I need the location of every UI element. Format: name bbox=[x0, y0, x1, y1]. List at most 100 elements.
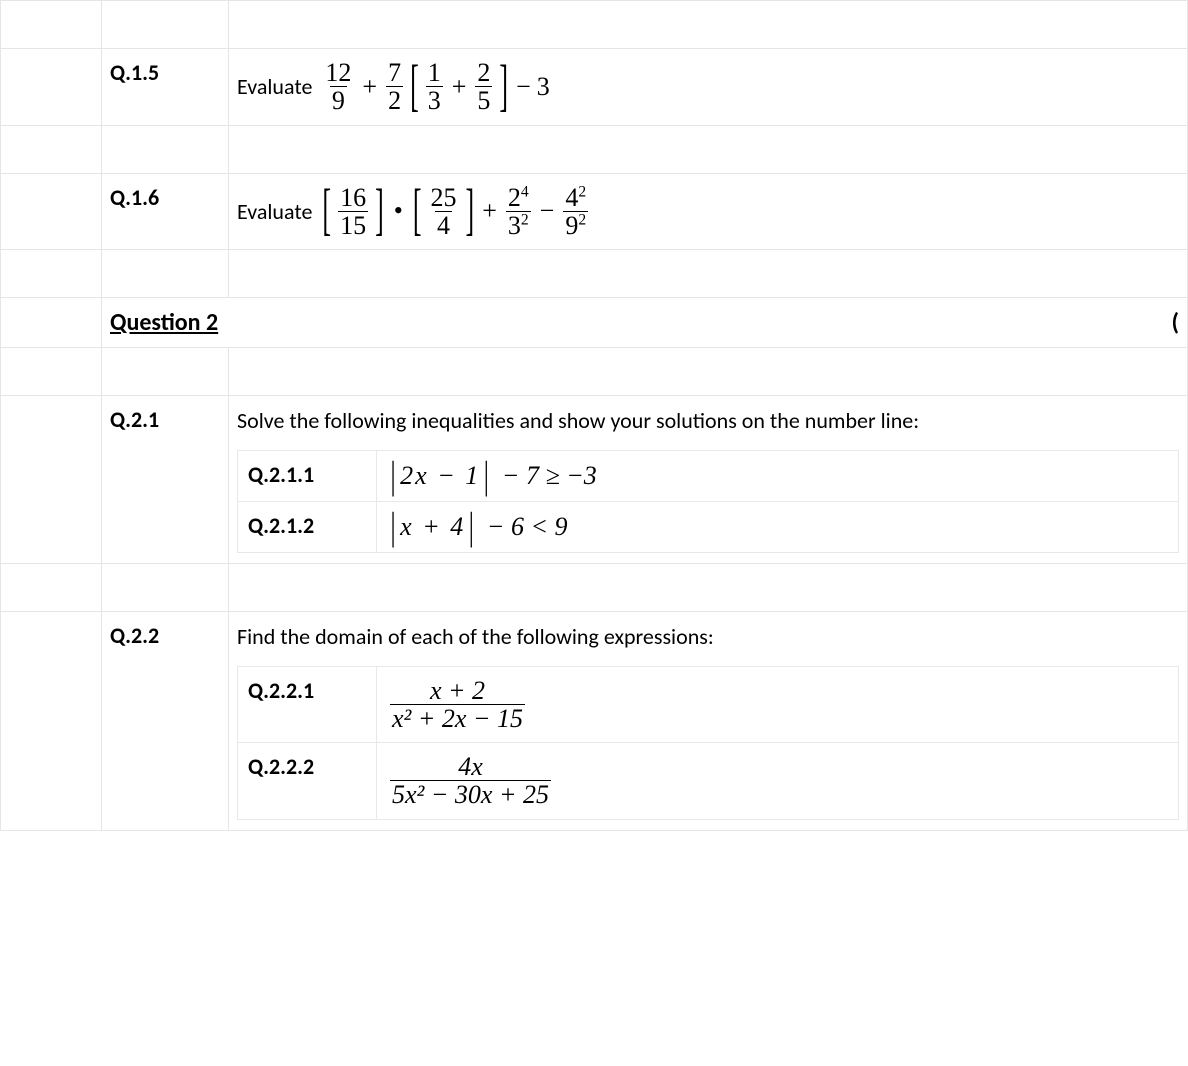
fraction: 1 3 bbox=[426, 59, 443, 115]
bracket-right-icon: ] bbox=[499, 54, 508, 120]
math-expression: Evaluate [ 16 15 ] • [ 25 4 ] + 24 32 bbox=[237, 184, 591, 240]
operator: + bbox=[482, 196, 497, 226]
table-row: Q.2.2.2 4x 5x² − 30x + 25 bbox=[238, 743, 1179, 820]
bracket-left-icon: [ bbox=[413, 178, 422, 244]
denominator: 92 bbox=[563, 211, 588, 239]
empty-cell bbox=[102, 1, 229, 49]
numerator: 24 bbox=[506, 184, 531, 211]
table-row bbox=[1, 348, 1188, 396]
base: 9 bbox=[565, 211, 578, 240]
dot-operator-icon: • bbox=[394, 196, 403, 226]
table-row: Q.1.6 Evaluate [ 16 15 ] • [ 25 4 ] + bbox=[1, 173, 1188, 250]
constant: 1 bbox=[465, 461, 478, 491]
operator: − bbox=[516, 72, 531, 102]
operator: − bbox=[437, 461, 455, 491]
constant: 3 bbox=[537, 72, 550, 102]
constant: 4 bbox=[450, 512, 463, 542]
sub-question-number: Q.2.1.1 bbox=[238, 450, 377, 501]
table-row: Q.2.2 Find the domain of each of the fol… bbox=[1, 611, 1188, 830]
sub-question-body: |2x − 1| − 7 ≥ −3 bbox=[377, 450, 1179, 501]
sub-question-table: Q.2.1.1 |2x − 1| − 7 ≥ −3 Q.2.1.2 |x + 4… bbox=[237, 450, 1179, 553]
table-row bbox=[1, 125, 1188, 173]
empty-cell bbox=[1, 348, 102, 396]
abs-bar-icon: | bbox=[389, 504, 396, 549]
worksheet: Q.1.5 Evaluate 12 9 + 7 2 [ 1 3 + bbox=[0, 0, 1188, 831]
fraction: 24 32 bbox=[506, 184, 531, 240]
table-row bbox=[1, 250, 1188, 298]
empty-cell bbox=[1, 1, 102, 49]
question-body: Evaluate 12 9 + 7 2 [ 1 3 + 2 5 bbox=[229, 49, 1188, 126]
sub-question-body: 4x 5x² − 30x + 25 bbox=[377, 743, 1179, 820]
empty-cell bbox=[229, 1, 1188, 49]
numerator: 7 bbox=[386, 59, 403, 86]
abs-bar-icon: | bbox=[389, 453, 396, 498]
sub-question-body: x + 2 x² + 2x − 15 bbox=[377, 666, 1179, 743]
exponent: 2 bbox=[521, 211, 529, 228]
math-expression: 4x 5x² − 30x + 25 bbox=[387, 753, 554, 809]
empty-cell bbox=[102, 563, 229, 611]
empty-cell bbox=[102, 125, 229, 173]
question-intro: Find the domain of each of the following… bbox=[237, 622, 1179, 652]
abs-bar-icon: | bbox=[482, 453, 489, 498]
empty-cell bbox=[1, 298, 102, 348]
table-row: Q.2.1.2 |x + 4| − 6 < 9 bbox=[238, 501, 1179, 552]
marks-paren: ( bbox=[1172, 308, 1179, 337]
abs-bar-icon: | bbox=[467, 504, 474, 549]
inequality-tail: − 6 < 9 bbox=[487, 512, 568, 542]
question-body: Solve the following inequalities and sho… bbox=[229, 396, 1188, 564]
numerator: 1 bbox=[426, 59, 443, 86]
table-row: Q.2.1 Solve the following inequalities a… bbox=[1, 396, 1188, 564]
math-expression: |2x − 1| − 7 ≥ −3 bbox=[387, 461, 597, 491]
question-body: Evaluate [ 16 15 ] • [ 25 4 ] + 24 32 bbox=[229, 173, 1188, 250]
bracket-left-icon: [ bbox=[322, 178, 331, 244]
fraction: 16 15 bbox=[338, 184, 368, 240]
sub-question-number: Q.2.2.1 bbox=[238, 666, 377, 743]
empty-cell bbox=[1, 49, 102, 126]
coefficient: 2 bbox=[400, 461, 413, 491]
variable: x bbox=[415, 461, 427, 491]
section-header: Question 2 bbox=[110, 304, 218, 341]
table-row: Q.1.5 Evaluate 12 9 + 7 2 [ 1 3 + bbox=[1, 49, 1188, 126]
math-expression: x + 2 x² + 2x − 15 bbox=[387, 677, 528, 733]
denominator: 4 bbox=[435, 211, 452, 239]
denominator: 2 bbox=[386, 86, 403, 114]
exponent: 2 bbox=[578, 183, 586, 200]
bracket-right-icon: ] bbox=[375, 178, 384, 244]
empty-cell bbox=[102, 250, 229, 298]
table-row: Q.2.2.1 x + 2 x² + 2x − 15 bbox=[238, 666, 1179, 743]
denominator: 9 bbox=[330, 86, 347, 114]
numerator: x + 2 bbox=[428, 677, 487, 704]
math-expression: |x + 4| − 6 < 9 bbox=[387, 512, 568, 542]
fraction: 12 9 bbox=[323, 59, 353, 115]
numerator: 2 bbox=[475, 59, 492, 86]
base: 2 bbox=[508, 183, 521, 212]
empty-cell bbox=[1, 611, 102, 830]
numerator: 25 bbox=[429, 184, 459, 211]
question-number: Q.1.5 bbox=[102, 49, 229, 126]
fraction: 25 4 bbox=[429, 184, 459, 240]
empty-cell bbox=[1, 173, 102, 250]
operator: + bbox=[452, 72, 467, 102]
denominator: x² + 2x − 15 bbox=[390, 704, 525, 732]
table-row: Question 2 ( bbox=[1, 298, 1188, 348]
table-row bbox=[1, 563, 1188, 611]
base: 3 bbox=[508, 211, 521, 240]
question-body: Find the domain of each of the following… bbox=[229, 611, 1188, 830]
fraction: 42 92 bbox=[563, 184, 588, 240]
base: 4 bbox=[565, 183, 578, 212]
fraction: 2 5 bbox=[475, 59, 492, 115]
denominator: 32 bbox=[506, 211, 531, 239]
numerator: 4x bbox=[456, 753, 485, 780]
sub-question-table: Q.2.2.1 x + 2 x² + 2x − 15 Q.2.2.2 bbox=[237, 666, 1179, 820]
operator: + bbox=[422, 512, 440, 542]
table-row bbox=[1, 1, 1188, 49]
inequality-tail: − 7 ≥ −3 bbox=[502, 461, 597, 491]
empty-cell bbox=[102, 348, 229, 396]
denominator: 3 bbox=[426, 86, 443, 114]
empty-cell bbox=[229, 250, 1188, 298]
sub-question-body: |x + 4| − 6 < 9 bbox=[377, 501, 1179, 552]
exponent: 2 bbox=[578, 211, 586, 228]
lead-word: Evaluate bbox=[237, 73, 312, 100]
math-expression: Evaluate 12 9 + 7 2 [ 1 3 + 2 5 bbox=[237, 59, 550, 115]
main-table: Q.1.5 Evaluate 12 9 + 7 2 [ 1 3 + bbox=[0, 0, 1188, 831]
